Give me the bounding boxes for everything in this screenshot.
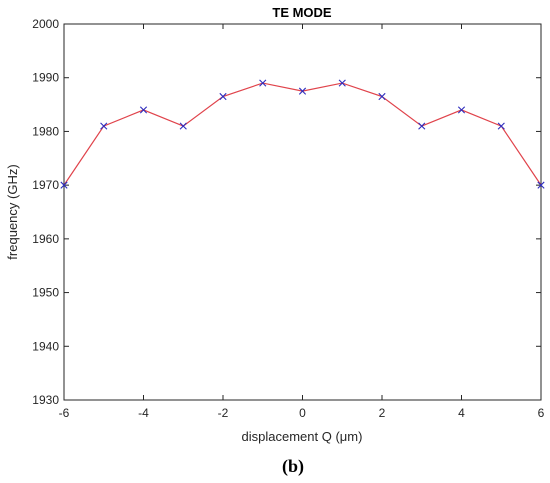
y-tick-label: 1990 [32,71,59,85]
data-point-marker [338,79,346,87]
x-tick-label: 0 [299,406,306,420]
x-tick-label: -2 [218,406,229,420]
y-tick-label: 1970 [32,178,59,192]
data-point-marker [378,92,386,101]
series-layer [60,79,545,189]
figure-caption: (b) [282,456,304,477]
y-tick-label: 1930 [32,393,59,407]
data-point-marker [219,92,227,101]
y-tick-label: 2000 [32,17,59,31]
x-axis-label: displacement Q (μm) [242,429,363,444]
y-tick-label: 1960 [32,232,59,246]
x-tick-label: 2 [379,406,386,420]
data-point-marker [537,181,545,189]
y-tick-label: 1980 [32,124,59,138]
x-tick-label: 4 [458,406,465,420]
data-point-marker [418,122,426,130]
data-point-marker [259,79,267,87]
data-point-marker [139,106,148,114]
data-point-marker [298,87,307,95]
x-axis-ticks: -6 -4 -2 0 2 4 6 [59,24,545,420]
data-point-marker [457,106,466,114]
x-tick-label: -6 [59,406,70,420]
x-tick-label: -4 [138,406,149,420]
y-tick-label: 1950 [32,286,59,300]
data-point-marker [497,122,505,130]
y-tick-label: 1940 [32,339,59,353]
data-point-marker [179,122,187,130]
data-point-marker [100,122,108,130]
data-point-marker [60,181,68,189]
y-axis-label: frequency (GHz) [5,164,20,259]
x-tick-label: 6 [538,406,545,420]
plot-frame [63,23,542,401]
y-axis-ticks: 1930 1940 1950 1960 1970 1980 1990 2000 [32,17,541,407]
chart-title: TE MODE [272,5,332,20]
